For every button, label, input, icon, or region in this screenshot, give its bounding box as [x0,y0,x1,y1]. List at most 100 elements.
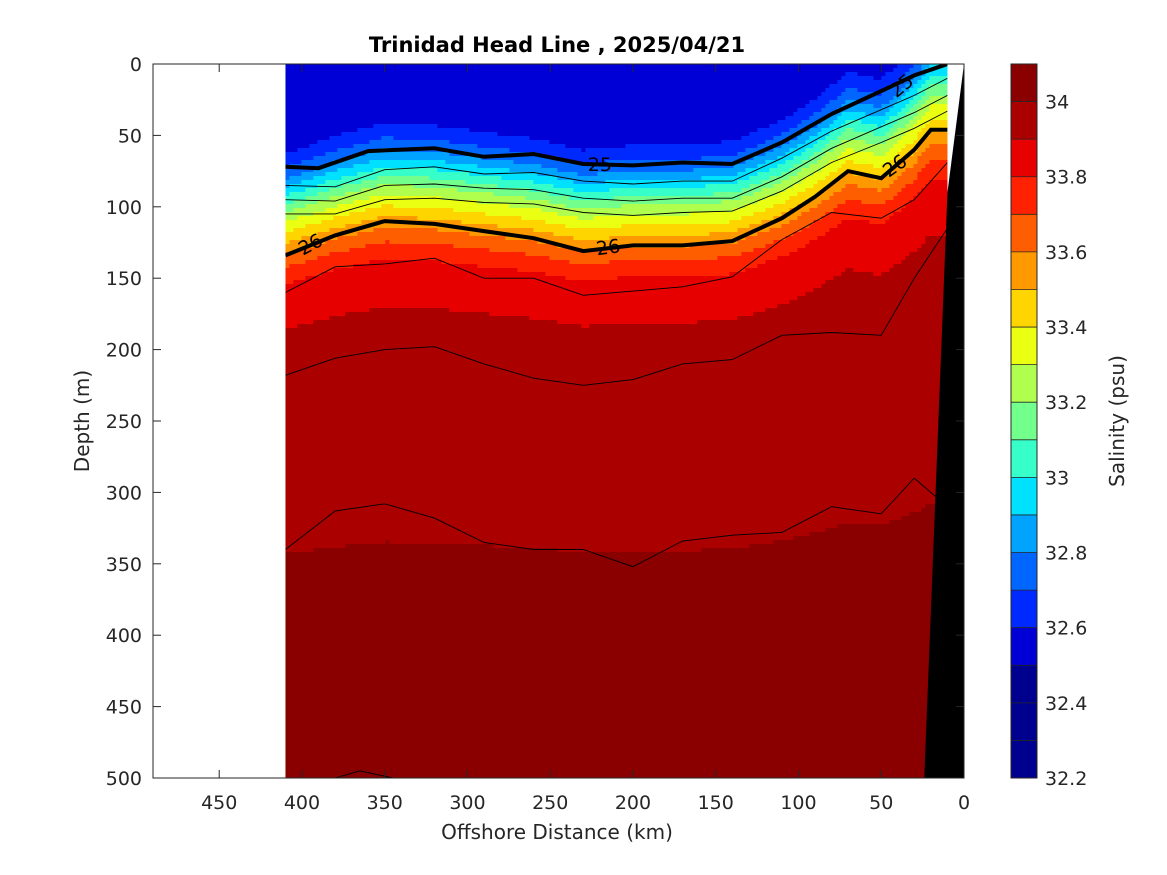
salinity-cell [361,628,366,633]
salinity-cell [389,184,394,189]
salinity-cell [341,496,346,501]
salinity-cell [297,612,302,617]
salinity-cell [377,228,382,233]
salinity-cell [393,192,398,197]
salinity-cell [345,600,350,605]
salinity-cell [305,112,310,117]
salinity-cell [353,652,358,657]
salinity-cell [293,616,298,621]
salinity-cell [321,220,326,225]
salinity-cell [349,272,354,277]
salinity-cell [389,512,394,517]
salinity-cell [329,656,334,661]
salinity-cell [329,468,334,473]
salinity-cell [369,732,374,737]
salinity-cell [309,112,314,117]
salinity-cell [337,216,342,221]
salinity-cell [325,456,330,461]
salinity-cell [369,692,374,697]
salinity-cell [305,136,310,141]
salinity-cell [313,196,318,201]
salinity-cell [357,84,362,89]
salinity-cell [329,72,334,77]
salinity-cell [337,244,342,249]
salinity-cell [381,600,386,605]
salinity-cell [329,108,334,113]
salinity-cell [313,732,318,737]
salinity-cell [345,596,350,601]
salinity-cell [381,516,386,521]
salinity-cell [353,268,358,273]
salinity-cell [309,492,314,497]
salinity-cell [365,472,370,477]
salinity-cell [321,304,326,309]
salinity-cell [293,560,298,565]
salinity-cell [329,600,334,605]
salinity-cell [357,764,362,769]
salinity-cell [361,100,366,105]
salinity-cell [329,696,334,701]
salinity-cell [285,232,290,237]
salinity-cell [297,208,302,213]
salinity-cell [301,100,306,105]
salinity-cell [381,140,386,145]
salinity-cell [325,96,330,101]
salinity-cell [381,208,386,213]
salinity-cell [353,292,358,297]
salinity-cell [309,608,314,613]
salinity-cell [293,736,298,741]
salinity-cell [309,540,314,545]
salinity-cell [341,224,346,229]
salinity-cell [393,436,398,441]
salinity-cell [305,588,310,593]
salinity-cell [313,752,318,757]
salinity-cell [305,216,310,221]
salinity-cell [369,340,374,345]
salinity-cell [349,220,354,225]
salinity-cell [321,492,326,497]
salinity-cell [361,732,366,737]
salinity-cell [357,608,362,613]
salinity-cell [337,84,342,89]
salinity-cell [321,156,326,161]
salinity-cell [377,536,382,541]
salinity-cell [341,552,346,557]
salinity-cell [393,608,398,613]
salinity-cell [289,764,294,769]
salinity-cell [349,292,354,297]
salinity-cell [345,404,350,409]
salinity-cell [361,260,366,265]
salinity-cell [321,548,326,553]
salinity-cell [365,744,370,749]
salinity-cell [393,176,398,181]
salinity-cell [385,388,390,393]
salinity-cell [325,424,330,429]
salinity-cell [293,680,298,685]
salinity-cell [365,284,370,289]
salinity-cell [305,312,310,317]
salinity-cell [349,520,354,525]
salinity-cell [325,156,330,161]
salinity-cell [337,200,342,205]
salinity-cell [321,488,326,493]
salinity-cell [345,428,350,433]
salinity-cell [333,576,338,581]
salinity-cell [301,288,306,293]
salinity-cell [345,456,350,461]
salinity-cell [325,680,330,685]
salinity-cell [349,596,354,601]
salinity-cell [285,440,290,445]
salinity-cell [333,392,338,397]
salinity-cell [369,456,374,461]
salinity-cell [349,680,354,685]
salinity-cell [389,108,394,113]
salinity-cell [309,484,314,489]
salinity-cell [361,112,366,117]
salinity-cell [305,384,310,389]
salinity-cell [385,664,390,669]
salinity-cell [325,328,330,333]
salinity-cell [285,140,290,145]
salinity-cell [393,320,398,325]
salinity-cell [349,68,354,73]
salinity-cell [369,492,374,497]
